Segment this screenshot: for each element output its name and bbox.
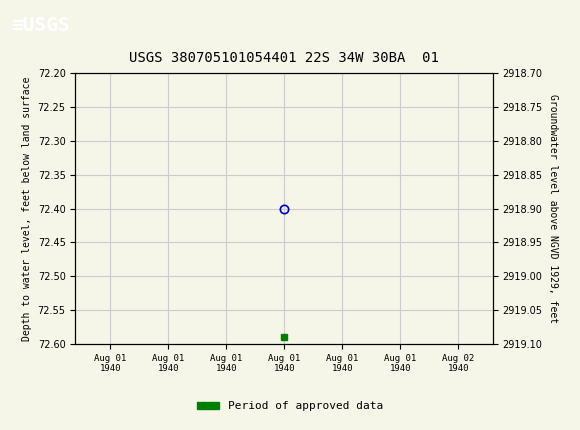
Title: USGS 380705101054401 22S 34W 30BA  01: USGS 380705101054401 22S 34W 30BA 01 xyxy=(129,51,439,65)
Y-axis label: Groundwater level above NGVD 1929, feet: Groundwater level above NGVD 1929, feet xyxy=(549,94,559,323)
Y-axis label: Depth to water level, feet below land surface: Depth to water level, feet below land su… xyxy=(22,77,32,341)
Text: ≡USGS: ≡USGS xyxy=(12,16,70,35)
Legend: Period of approved data: Period of approved data xyxy=(193,397,387,416)
